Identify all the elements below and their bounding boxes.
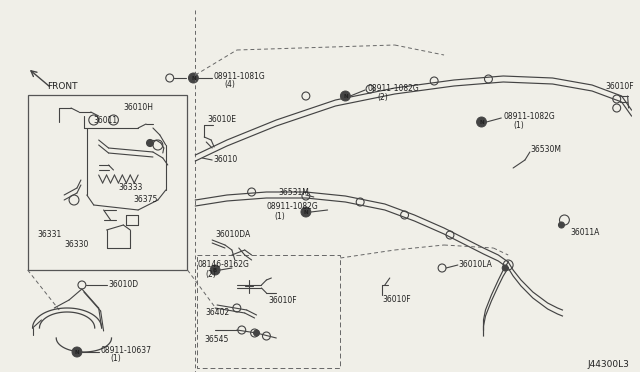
Text: 36531M: 36531M (278, 188, 309, 197)
Text: 36011: 36011 (93, 116, 118, 125)
Text: 08911-1082G: 08911-1082G (367, 84, 419, 93)
Circle shape (253, 330, 259, 336)
Text: 36010F: 36010F (606, 82, 634, 91)
Text: 08911-1082G: 08911-1082G (503, 112, 555, 121)
Circle shape (72, 347, 82, 357)
Text: N: N (75, 350, 79, 355)
Text: 36010D: 36010D (109, 280, 139, 289)
Circle shape (301, 207, 311, 217)
Text: (1): (1) (111, 354, 121, 363)
Circle shape (147, 140, 154, 147)
Text: 36330: 36330 (64, 240, 88, 249)
Text: B: B (213, 267, 217, 273)
Circle shape (502, 265, 508, 271)
Text: 08911-1081G: 08911-1081G (213, 72, 265, 81)
Circle shape (559, 222, 564, 228)
Text: 36010F: 36010F (268, 296, 297, 305)
Text: N: N (479, 119, 484, 125)
Text: N: N (343, 93, 348, 99)
Text: (4): (4) (224, 80, 235, 89)
Circle shape (340, 91, 350, 101)
Circle shape (210, 265, 220, 275)
Text: 36333: 36333 (118, 183, 143, 192)
Bar (197, 255, 340, 368)
Text: N: N (191, 76, 196, 80)
Text: 36010DA: 36010DA (215, 230, 250, 239)
Circle shape (188, 73, 198, 83)
Text: 36530M: 36530M (531, 145, 562, 154)
Text: 36010LA: 36010LA (459, 260, 493, 269)
Text: (1): (1) (513, 121, 524, 130)
Text: 36331: 36331 (38, 230, 61, 239)
Text: J44300L3: J44300L3 (587, 360, 629, 369)
Text: 36375: 36375 (133, 195, 157, 204)
Text: 36010F: 36010F (383, 295, 412, 304)
Text: 36402: 36402 (205, 308, 230, 317)
Circle shape (477, 117, 486, 127)
Text: 08911-10637: 08911-10637 (100, 346, 152, 355)
Text: (2): (2) (205, 270, 216, 279)
Text: 08911-1082G: 08911-1082G (266, 202, 318, 211)
Text: 36011A: 36011A (570, 228, 600, 237)
Bar (28, 95, 188, 270)
Text: 08146-8162G: 08146-8162G (197, 260, 249, 269)
Text: 36010E: 36010E (207, 115, 236, 124)
Text: (2): (2) (377, 93, 388, 102)
Text: FRONT: FRONT (47, 82, 78, 91)
Text: (1): (1) (275, 212, 285, 221)
Text: 36010: 36010 (213, 155, 237, 164)
Text: 36545: 36545 (204, 335, 228, 344)
Text: N: N (303, 209, 308, 215)
Text: 36010H: 36010H (124, 103, 154, 112)
